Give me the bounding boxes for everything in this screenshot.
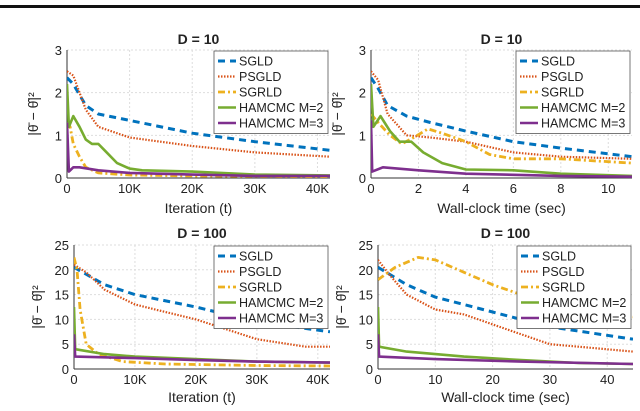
series-line-hamcmc-m-2 <box>67 84 330 177</box>
y-tick-label: 3 <box>359 43 366 58</box>
y-tick-label: 10 <box>359 312 373 327</box>
y-tick-label: 15 <box>359 288 373 303</box>
x-tick-label: 40K <box>306 181 329 196</box>
x-tick-label: 10 <box>601 181 615 196</box>
x-axis-label: Wall-clock time (sec) <box>441 389 570 405</box>
series-line-sgrld <box>74 257 330 368</box>
legend-label: SGLD <box>239 55 273 69</box>
subplot-title: D = 100 <box>481 225 531 241</box>
y-axis-label: |θ̄ − θ̂|² <box>25 92 41 136</box>
subplot-4: 0 10 20 30 40 0 5 10 15 20 25 D = 100 Wall-clock tim… <box>333 225 633 405</box>
y-axis-label: |θ̄ − θ̂|² <box>333 285 349 329</box>
y-tick-label: 20 <box>359 263 373 278</box>
x-tick-label: 10K <box>118 181 141 196</box>
x-tick-label: 6 <box>510 181 517 196</box>
legend-label: SGLD <box>239 250 273 264</box>
subplot-title: D = 100 <box>177 225 227 241</box>
y-tick-label: 0 <box>55 171 62 186</box>
x-tick-label: 40K <box>306 372 329 387</box>
subplot-3: 0 10K 20K 30K 40K 0 5 10 15 20 25 D = 100 Iteration … <box>29 225 330 405</box>
legend-label: SGLD <box>541 55 575 69</box>
x-tick-label: 20K <box>181 181 204 196</box>
x-tick-label: 40 <box>600 372 614 387</box>
series-line-hamcmc-m-3 <box>378 334 633 366</box>
x-axis-label: Iteration (t) <box>168 389 236 405</box>
x-tick-label: 30K <box>245 372 268 387</box>
y-tick-label: 15 <box>55 288 69 303</box>
legend-label: HAMCMC M=2 <box>239 101 323 115</box>
subplot-1: 0 10K 20K 30K 40K 0 1 2 3 D = 10 Iteration (t) |θ̄ … <box>25 31 330 216</box>
legend-label: HAMCMC M=3 <box>239 312 323 326</box>
legend-label: SGRLD <box>542 281 585 295</box>
x-tick-label: 0 <box>374 372 381 387</box>
y-tick-label: 10 <box>55 312 69 327</box>
x-tick-label: 4 <box>462 181 469 196</box>
legend-label: HAMCMC M=2 <box>239 296 323 310</box>
series-line-hamcmc-m-3 <box>67 122 330 178</box>
x-axis-label: Wall-clock time (sec) <box>437 200 566 216</box>
y-axis-label: |θ̄ − θ̂|² <box>329 92 345 136</box>
legend-label: PSGLD <box>542 265 584 279</box>
y-tick-label: 0 <box>366 362 373 377</box>
subplot-title: D = 10 <box>481 31 523 47</box>
legend-label: HAMCMC M=2 <box>541 101 625 115</box>
legend-label: HAMCMC M=3 <box>541 117 625 131</box>
legend-label: HAMCMC M=3 <box>542 312 626 326</box>
legend-label: HAMCMC M=2 <box>542 296 626 310</box>
legend-label: SGRLD <box>239 86 282 100</box>
y-tick-label: 2 <box>359 86 366 101</box>
y-tick-label: 5 <box>62 337 69 352</box>
series-line-psgld <box>378 259 633 353</box>
series-line-hamcmc-m-2 <box>371 84 632 178</box>
legend-label: SGRLD <box>239 281 282 295</box>
x-tick-label: 30 <box>543 372 557 387</box>
y-tick-label: 1 <box>55 128 62 143</box>
legend-label: PSGLD <box>541 70 583 84</box>
x-tick-label: 20K <box>184 372 207 387</box>
y-tick-label: 20 <box>55 263 69 278</box>
legend-label: PSGLD <box>239 70 281 84</box>
x-tick-label: 2 <box>415 181 422 196</box>
legend-label: SGRLD <box>541 86 584 100</box>
x-axis-label: Iteration (t) <box>165 200 233 216</box>
x-tick-label: 30K <box>243 181 266 196</box>
y-tick-label: 0 <box>62 362 69 377</box>
y-axis-label: |θ̄ − θ̂|² <box>29 285 45 329</box>
y-tick-label: 2 <box>55 86 62 101</box>
legend-label: SGLD <box>542 250 576 264</box>
y-tick-label: 5 <box>366 337 373 352</box>
y-tick-label: 25 <box>55 238 69 253</box>
y-tick-label: 25 <box>359 238 373 253</box>
x-tick-label: 10 <box>428 372 442 387</box>
series-line-psgld <box>67 70 330 158</box>
x-tick-label: 0 <box>63 181 70 196</box>
series-line-hamcmc-m-3 <box>74 334 330 364</box>
x-tick-label: 0 <box>70 372 77 387</box>
legend-box <box>213 50 329 134</box>
series-line-sgld <box>371 76 632 159</box>
subplot-2: 0 2 4 6 8 10 0 1 2 3 D = 10 Wall-clock time (sec) |θ… <box>329 31 632 216</box>
x-tick-label: 8 <box>557 181 564 196</box>
series-line-sgrld <box>371 113 632 165</box>
x-tick-label: 0 <box>367 181 374 196</box>
y-tick-label: 3 <box>55 43 62 58</box>
legend-label: HAMCMC M=3 <box>239 117 323 131</box>
series-line-hamcmc-m-3 <box>371 120 632 178</box>
y-tick-label: 1 <box>359 128 366 143</box>
top-rule <box>0 5 640 8</box>
legend-label: PSGLD <box>239 265 281 279</box>
series-line-sgld <box>67 76 330 152</box>
x-tick-label: 20 <box>485 372 499 387</box>
subplot-title: D = 10 <box>178 31 220 47</box>
y-tick-label: 0 <box>359 171 366 186</box>
x-tick-label: 10K <box>123 372 146 387</box>
